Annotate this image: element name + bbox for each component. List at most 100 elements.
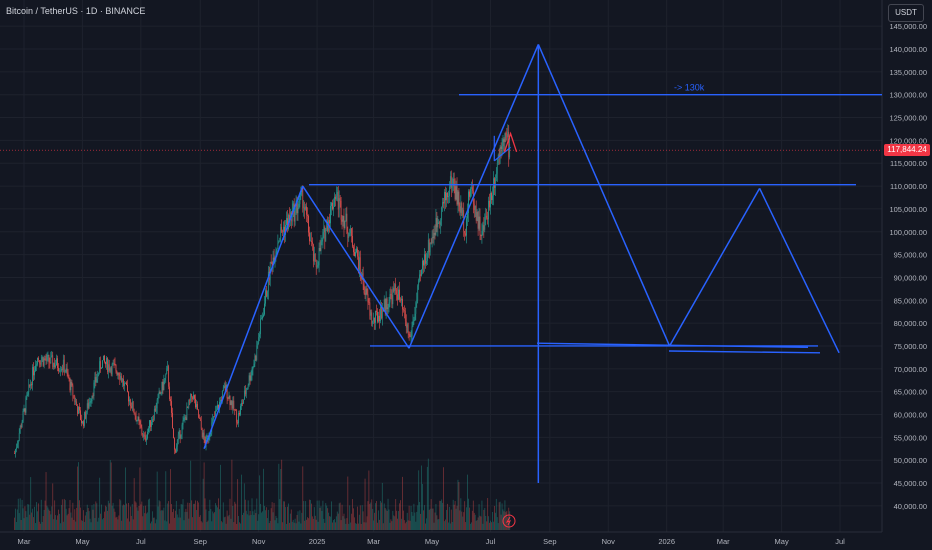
- candle-body: [160, 393, 162, 394]
- candle-body: [280, 227, 282, 239]
- x-axis[interactable]: Mar May Jul Sep Nov 2025 Mar May Jul Sep Nov 2026 Ma…: [18, 537, 846, 546]
- currency-badge[interactable]: USDT: [888, 4, 924, 22]
- candle-body: [315, 261, 317, 267]
- volume-bar: [169, 523, 171, 530]
- candle-body: [27, 391, 29, 395]
- candle-body: [59, 370, 60, 372]
- volume-bar: [257, 520, 259, 530]
- candle-body: [308, 215, 309, 233]
- candle-body: [75, 401, 77, 403]
- candle-body: [156, 399, 158, 409]
- candle-body: [474, 205, 476, 210]
- candle-body: [257, 343, 259, 346]
- volume-bar: [262, 511, 263, 530]
- volume-bar: [187, 502, 189, 530]
- candle-body: [129, 399, 131, 407]
- candle-body: [261, 318, 262, 320]
- volume-bar: [299, 510, 301, 530]
- candle-body: [402, 298, 403, 310]
- volume-bar: [471, 510, 473, 530]
- candle-body: [39, 363, 41, 365]
- volume-bar: [396, 510, 398, 530]
- volume-bar: [264, 505, 265, 530]
- volume-bar: [112, 502, 114, 530]
- volume-bar: [395, 499, 397, 530]
- candle-body: [21, 421, 23, 428]
- candle-body: [376, 310, 377, 312]
- volume-bar: [465, 522, 467, 530]
- candle-body: [225, 384, 227, 390]
- candle-body: [214, 416, 215, 417]
- candle-body: [77, 405, 78, 414]
- candle-body: [29, 384, 31, 386]
- candle-body: [93, 382, 95, 397]
- volume-bar: [26, 517, 28, 530]
- volume-bar: [424, 505, 425, 530]
- volume-bar: [225, 523, 227, 530]
- candle-body: [469, 191, 470, 197]
- y-axis[interactable]: 40,000.00 45,000.00 50,000.00 55,000.00 60,0…: [889, 22, 927, 511]
- candle-body: [41, 357, 43, 360]
- candle-body: [322, 232, 324, 240]
- candle-body: [181, 424, 183, 435]
- volume-bar: [253, 514, 255, 530]
- candle-body: [155, 408, 157, 412]
- candle-body: [42, 357, 44, 366]
- candle-body: [351, 228, 352, 236]
- horizontal-levels[interactable]: [309, 93, 882, 354]
- candle-body: [30, 383, 32, 386]
- volume-bar: [391, 521, 393, 530]
- candle-body: [461, 203, 463, 216]
- volume-bar: [359, 505, 361, 530]
- candle-body: [443, 202, 444, 204]
- volume-bar: [350, 522, 352, 530]
- volume-bar: [43, 509, 45, 530]
- candle-body: [459, 206, 461, 213]
- volume-bar: [452, 499, 454, 530]
- candle-body: [426, 260, 427, 264]
- candle-body: [201, 428, 203, 438]
- candle-body: [317, 265, 319, 267]
- volume-bar: [218, 498, 219, 530]
- volume-bar: [256, 498, 258, 530]
- volume-bar: [427, 458, 429, 530]
- candle-body: [25, 397, 27, 413]
- volume-bar: [120, 500, 122, 530]
- candle-body: [413, 319, 415, 322]
- volume-bar: [159, 501, 161, 530]
- candle-body: [116, 371, 118, 375]
- candle-body: [436, 218, 438, 228]
- y-tick-label: 70,000.00: [894, 365, 927, 374]
- volume-bar: [275, 515, 277, 530]
- candle-body: [50, 356, 52, 364]
- volume-bar: [105, 505, 106, 530]
- volume-bar: [60, 504, 62, 530]
- candle-body: [78, 407, 79, 414]
- volume-bar: [307, 517, 308, 530]
- candle-body: [311, 240, 312, 242]
- volume-bar: [31, 512, 33, 530]
- volume-bar: [207, 520, 209, 530]
- volume-bar: [324, 522, 326, 530]
- trend-drawings[interactable]: [203, 44, 840, 484]
- candle-body: [377, 311, 378, 322]
- candle-body: [289, 212, 291, 220]
- volume-bar: [47, 507, 49, 530]
- candle-body: [105, 361, 106, 365]
- candle-body: [147, 431, 148, 439]
- volume-bar: [270, 508, 272, 530]
- volume-bar: [321, 510, 323, 530]
- candle-body: [460, 203, 462, 213]
- candle-body: [449, 186, 450, 197]
- candle-body: [153, 408, 155, 420]
- candle-body: [228, 395, 230, 399]
- candle-body: [321, 239, 323, 242]
- candle-body: [333, 206, 334, 210]
- candle-body: [169, 386, 170, 400]
- candle-body: [292, 203, 294, 210]
- volume-bar: [174, 517, 175, 530]
- volume-bar: [123, 504, 125, 530]
- volume-bar: [21, 499, 23, 530]
